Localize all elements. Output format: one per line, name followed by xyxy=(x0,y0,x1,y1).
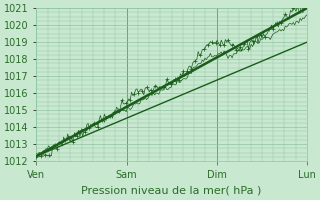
X-axis label: Pression niveau de la mer( hPa ): Pression niveau de la mer( hPa ) xyxy=(82,186,262,196)
